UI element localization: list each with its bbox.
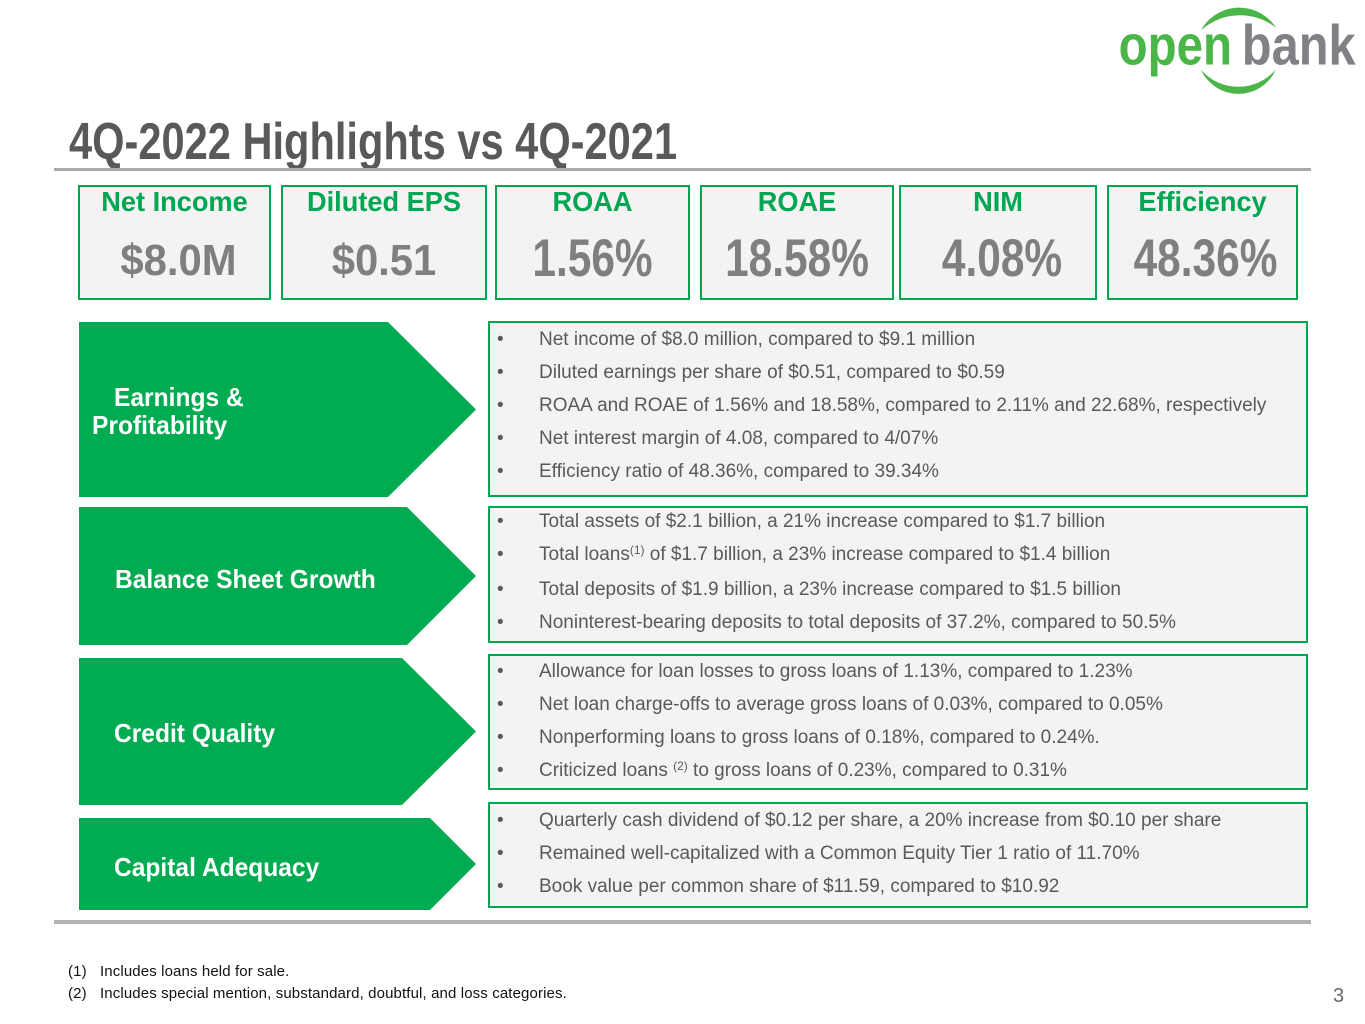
svg-text:open: open [1119,14,1232,78]
svg-text:bank: bank [1242,14,1356,78]
